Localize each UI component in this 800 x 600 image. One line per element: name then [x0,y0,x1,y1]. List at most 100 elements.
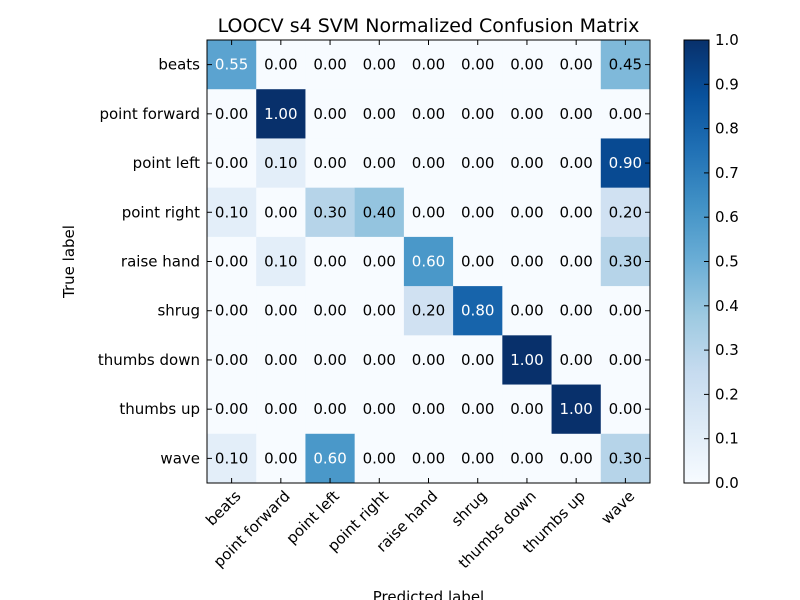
cell-value-label: 0.00 [313,253,346,271]
heatmap-cell [354,187,405,238]
cell-value-label: 0.00 [313,302,346,320]
y-tick-label-wave: wave [160,449,200,467]
heatmap-cell [453,335,503,385]
heatmap-cell [600,89,651,139]
colorbar-tick-label: 0.9 [715,75,739,93]
heatmap-cell [256,89,306,139]
heatmap-cell [453,40,503,90]
heatmap-cell [207,89,257,139]
colorbar-tick-label: 0.0 [715,474,739,492]
heatmap-cell [354,40,405,90]
heatmap-cell [600,384,651,435]
cell-value-label: 0.00 [510,105,543,123]
heatmap-cell [453,236,503,287]
y-tick-label-point-right: point right [122,203,200,221]
heatmap-cell [305,89,355,139]
y-axis-ticks: beats point forward point left point right r… [98,56,650,467]
heatmap-cell [453,286,503,336]
cell-value-label: 0.00 [559,56,592,74]
y-tick-label-point-left: point left [133,154,200,172]
y-axis-label: True label [60,225,78,299]
heatmap-cell [403,433,454,484]
heatmap-cell [551,40,602,90]
cell-value-label: 0.00 [215,302,248,320]
cell-value-label: 0.00 [559,154,592,172]
heatmap-cell [403,236,454,287]
colorbar-tick-label: 1.0 [715,31,739,49]
cell-value-label: 0.90 [609,154,642,172]
heatmap-cell [403,335,454,385]
heatmap-cell [502,384,552,435]
cell-value-label: 0.00 [215,253,248,271]
heatmap-cell [502,187,552,238]
cell-value-label: 0.10 [264,154,297,172]
chart-title: LOOCV s4 SVM Normalized Confusion Matrix [218,15,640,37]
cell-value-label: 0.00 [412,56,445,74]
heatmap-cell [256,335,306,385]
heatmap-cell [207,286,257,336]
cell-value-label: 0.00 [510,253,543,271]
heatmap-cell [256,40,306,90]
cell-value-label: 0.40 [363,203,396,221]
cell-value-label: 0.00 [559,253,592,271]
heatmap-cell [502,89,552,139]
cell-value-label: 0.00 [609,351,642,369]
heatmap-cell [354,286,405,336]
heatmap-cell [256,384,306,435]
y-tick-label-beats: beats [158,56,200,74]
heatmap-cell [551,335,602,385]
cell-value-label: 0.00 [313,105,346,123]
heatmap-cell [502,138,552,188]
cell-value-label: 0.00 [215,351,248,369]
cell-value-label: 0.10 [264,253,297,271]
x-axis-label: Predicted label [373,588,484,600]
cell-value-label: 0.00 [559,351,592,369]
cell-value-label: 0.60 [412,253,445,271]
heatmap-cell [305,335,355,385]
cell-value-label: 0.60 [313,449,346,467]
heatmap-cell [403,138,454,188]
heatmap-cell [207,40,257,90]
cell-value-label: 0.00 [510,203,543,221]
cell-value-label: 0.20 [412,302,445,320]
y-tick-label-shrug: shrug [157,302,200,320]
heatmap-cell [305,286,355,336]
cell-value-label: 1.00 [264,105,297,123]
heatmap-cell [453,89,503,139]
cell-value-label: 0.00 [412,400,445,418]
cell-value-label: 0.00 [461,351,494,369]
cell-value-label: 0.00 [461,449,494,467]
heatmap-cell [256,433,306,484]
cell-value-label: 0.80 [461,302,494,320]
colorbar-tick-label: 0.5 [715,253,739,271]
heatmap-cell [354,433,405,484]
cell-value-label: 0.00 [313,154,346,172]
x-tick-label-beats: beats [202,487,244,529]
cell-value-label: 0.00 [510,400,543,418]
cell-value-label: 1.00 [559,400,592,418]
heatmap-cell-labels: 0.55 0.00 0.00 0.00 0.00 0.00 0.00 0.00 0.45 0.00… [215,56,642,468]
heatmap-cell [502,286,552,336]
cell-value-label: 0.00 [461,105,494,123]
x-tick-label-shrug: shrug [448,487,491,530]
cell-value-label: 0.00 [264,302,297,320]
cell-value-label: 0.00 [609,302,642,320]
cell-value-label: 0.00 [264,400,297,418]
cell-value-label: 0.00 [461,400,494,418]
colorbar-tick-label: 0.7 [715,164,739,182]
cell-value-label: 0.00 [264,56,297,74]
heatmap-cell [207,384,257,435]
heatmap-cell [305,138,355,188]
heatmap-cell [551,187,602,238]
colorbar-tick-label: 0.3 [715,341,739,359]
heatmap-cell [502,433,552,484]
heatmap-cells [207,40,651,484]
heatmap-cell [600,335,651,385]
heatmap-cell [551,89,602,139]
cell-value-label: 0.00 [559,203,592,221]
heatmap-cell [551,138,602,188]
cell-value-label: 0.20 [609,203,642,221]
heatmap-cell [354,335,405,385]
cell-value-label: 0.00 [363,302,396,320]
cell-value-label: 0.00 [510,449,543,467]
